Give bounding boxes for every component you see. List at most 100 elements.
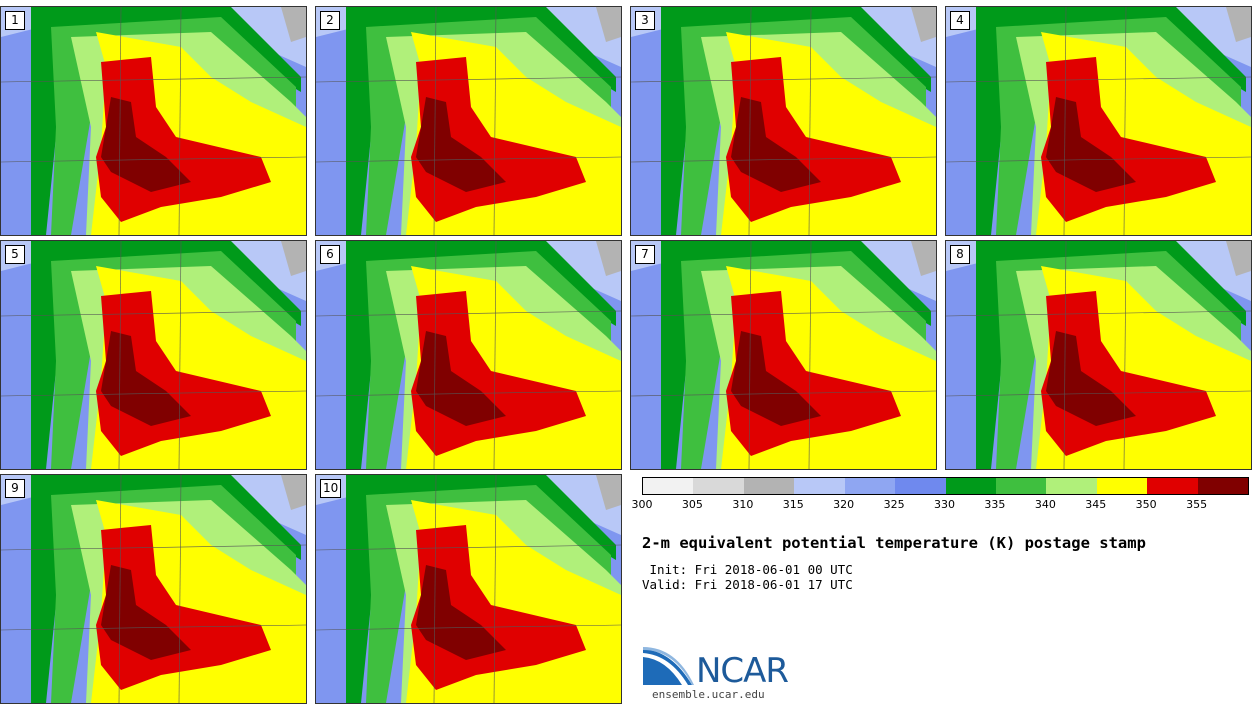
valid-time: Valid: Fri 2018-06-01 17 UTC — [642, 577, 853, 592]
map-boundary-line — [1063, 241, 1067, 469]
map-7 — [631, 241, 936, 469]
map-boundary-line — [316, 310, 621, 317]
colorbar-tick-label: 310 — [732, 498, 754, 511]
map-boundary-line — [808, 7, 812, 235]
ensemble-member-panel-6: 6 — [315, 240, 622, 470]
map-6 — [316, 241, 621, 469]
map-boundary-line — [946, 156, 1251, 163]
map-boundary-line — [946, 310, 1251, 317]
map-boundary-line — [1, 156, 306, 163]
ncar-logo-icon — [643, 647, 694, 685]
member-number-label: 5 — [5, 245, 25, 264]
ensemble-member-panel-4: 4 — [945, 6, 1252, 236]
map-boundary-line — [1, 624, 306, 631]
map-contour-fill — [281, 241, 306, 276]
logo-text: NCAR — [696, 651, 789, 691]
map-boundary-line — [631, 310, 936, 317]
map-boundary-line — [118, 241, 122, 469]
map-boundary-line — [316, 390, 621, 397]
colorbar-swatch — [1147, 478, 1198, 494]
map-contour-fill — [281, 7, 306, 42]
member-number-label: 6 — [320, 245, 340, 264]
map-contour-fill — [101, 331, 191, 426]
map-contour-fill — [911, 7, 936, 42]
map-contour-fill — [281, 475, 306, 510]
map-boundary-line — [493, 241, 497, 469]
map-contour-fill — [596, 7, 621, 42]
colorbar-swatch — [945, 478, 996, 494]
ensemble-member-panel-5: 5 — [0, 240, 307, 470]
ensemble-member-panel-7: 7 — [630, 240, 937, 470]
map-4 — [946, 7, 1251, 235]
map-boundary-line — [1123, 7, 1127, 235]
ensemble-member-panel-9: 9 — [0, 474, 307, 704]
map-boundary-line — [1063, 7, 1067, 235]
map-boundary-line — [316, 156, 621, 163]
map-boundary-line — [433, 475, 437, 703]
ensemble-member-panel-8: 8 — [945, 240, 1252, 470]
colorbar-tick-label: 315 — [782, 498, 804, 511]
colorbar-tick-label: 325 — [883, 498, 905, 511]
map-8 — [946, 241, 1251, 469]
colorbar-swatch — [1046, 478, 1097, 494]
map-boundary-line — [316, 76, 621, 83]
member-number-label: 9 — [5, 479, 25, 498]
map-boundary-line — [316, 624, 621, 631]
map-contour-fill — [1046, 97, 1136, 192]
map-boundary-line — [631, 390, 936, 397]
map-boundary-line — [631, 76, 936, 83]
colorbar-tick-label: 350 — [1135, 498, 1157, 511]
colorbar-swatch — [743, 478, 795, 494]
map-contour-fill — [911, 241, 936, 276]
member-number-label: 2 — [320, 11, 340, 30]
map-boundary-line — [433, 241, 437, 469]
map-boundary-line — [808, 241, 812, 469]
colorbar-ticks: 300 305 310 315 320 325 330 335 340 345 350 355 — [632, 498, 1252, 512]
map-boundary-line — [493, 7, 497, 235]
map-boundary-line — [178, 241, 182, 469]
plot-title: 2-m equivalent potential temperature (K)… — [642, 534, 1146, 552]
colorbar-swatch — [693, 478, 744, 494]
init-time: Init: Fri 2018-06-01 00 UTC — [642, 562, 853, 577]
member-number-label: 8 — [950, 245, 970, 264]
member-number-label: 10 — [320, 479, 342, 498]
colorbar-swatch — [643, 478, 694, 494]
map-boundary-line — [433, 7, 437, 235]
map-contour-fill — [416, 331, 506, 426]
map-3 — [631, 7, 936, 235]
map-boundary-line — [178, 7, 182, 235]
colorbar-swatch — [995, 478, 1047, 494]
ensemble-member-panel-3: 3 — [630, 6, 937, 236]
colorbar-swatch — [794, 478, 845, 494]
map-boundary-line — [1, 310, 306, 317]
map-contour-fill — [596, 475, 621, 510]
colorbar-tick-label: 305 — [681, 498, 703, 511]
map-contour-fill — [731, 331, 821, 426]
colorbar — [642, 477, 1249, 495]
map-contour-fill — [1046, 331, 1136, 426]
map-boundary-line — [118, 475, 122, 703]
map-boundary-line — [1123, 241, 1127, 469]
colorbar-tick-label: 345 — [1085, 498, 1107, 511]
colorbar-tick-label: 330 — [934, 498, 955, 511]
map-contour-fill — [596, 241, 621, 276]
map-boundary-line — [118, 7, 122, 235]
map-9 — [1, 475, 306, 703]
map-contour-fill — [101, 565, 191, 660]
colorbar-tick-label: 340 — [1034, 498, 1056, 511]
map-boundary-line — [178, 475, 182, 703]
colorbar-swatch — [895, 478, 946, 494]
map-boundary-line — [631, 156, 936, 163]
map-boundary-line — [1, 390, 306, 397]
colorbar-swatch — [1096, 478, 1148, 494]
ensemble-member-panel-10: 10 — [315, 474, 622, 704]
map-2 — [316, 7, 621, 235]
map-boundary-line — [316, 544, 621, 551]
member-number-label: 1 — [5, 11, 25, 30]
member-number-label: 3 — [635, 11, 655, 30]
map-boundary-line — [1, 544, 306, 551]
colorbar-tick-label: 300 — [631, 498, 653, 511]
map-contour-fill — [1226, 7, 1251, 42]
colorbar-tick-label: 320 — [833, 498, 855, 511]
map-contour-fill — [416, 97, 506, 192]
